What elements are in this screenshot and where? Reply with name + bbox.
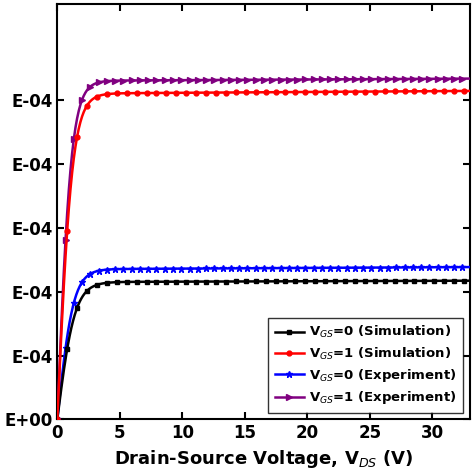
V$_{GS}$=0 (Simulation) <box>457 278 463 283</box>
V$_{GS}$=1 (Simulation) <box>250 90 256 95</box>
V$_{GS}$=0 (Simulation) <box>253 279 258 284</box>
V$_{GS}$=1 (Simulation) <box>467 88 473 94</box>
V$_{GS}$=0 (Simulation) <box>250 279 256 284</box>
V$_{GS}$=0 (Experiment) <box>278 265 283 271</box>
V$_{GS}$=1 (Experiment) <box>55 417 60 422</box>
Line: V$_{GS}$=1 (Experiment): V$_{GS}$=1 (Experiment) <box>54 75 473 422</box>
X-axis label: Drain-Source Voltage, V$_{DS}$ (V): Drain-Source Voltage, V$_{DS}$ (V) <box>114 448 413 470</box>
V$_{GS}$=0 (Simulation) <box>300 278 306 284</box>
V$_{GS}$=0 (Experiment) <box>55 417 60 422</box>
Line: V$_{GS}$=1 (Simulation): V$_{GS}$=1 (Simulation) <box>55 89 472 422</box>
V$_{GS}$=0 (Simulation) <box>278 279 283 284</box>
V$_{GS}$=0 (Simulation) <box>55 417 60 422</box>
V$_{GS}$=1 (Experiment) <box>250 77 256 82</box>
Legend: V$_{GS}$=0 (Simulation), V$_{GS}$=1 (Simulation), V$_{GS}$=0 (Experiment), V$_{G: V$_{GS}$=0 (Simulation), V$_{GS}$=1 (Sim… <box>268 318 463 413</box>
V$_{GS}$=0 (Experiment) <box>250 265 256 271</box>
V$_{GS}$=1 (Simulation) <box>457 88 463 94</box>
Line: V$_{GS}$=0 (Simulation): V$_{GS}$=0 (Simulation) <box>55 278 472 422</box>
V$_{GS}$=0 (Experiment) <box>392 264 398 270</box>
V$_{GS}$=0 (Simulation) <box>467 278 473 283</box>
V$_{GS}$=0 (Experiment) <box>467 264 473 270</box>
V$_{GS}$=1 (Simulation) <box>392 89 398 94</box>
V$_{GS}$=1 (Simulation) <box>253 90 258 95</box>
V$_{GS}$=0 (Experiment) <box>253 265 258 271</box>
V$_{GS}$=1 (Experiment) <box>467 76 473 82</box>
V$_{GS}$=1 (Simulation) <box>278 89 283 95</box>
V$_{GS}$=0 (Experiment) <box>300 265 306 271</box>
V$_{GS}$=1 (Simulation) <box>55 417 60 422</box>
V$_{GS}$=1 (Experiment) <box>278 77 283 82</box>
Line: V$_{GS}$=0 (Experiment): V$_{GS}$=0 (Experiment) <box>54 264 473 422</box>
V$_{GS}$=1 (Experiment) <box>300 77 306 82</box>
V$_{GS}$=1 (Simulation) <box>300 89 306 95</box>
V$_{GS}$=0 (Simulation) <box>392 278 398 284</box>
V$_{GS}$=0 (Experiment) <box>457 264 463 270</box>
V$_{GS}$=1 (Experiment) <box>457 76 463 82</box>
V$_{GS}$=1 (Experiment) <box>392 76 398 82</box>
V$_{GS}$=1 (Experiment) <box>253 77 258 82</box>
